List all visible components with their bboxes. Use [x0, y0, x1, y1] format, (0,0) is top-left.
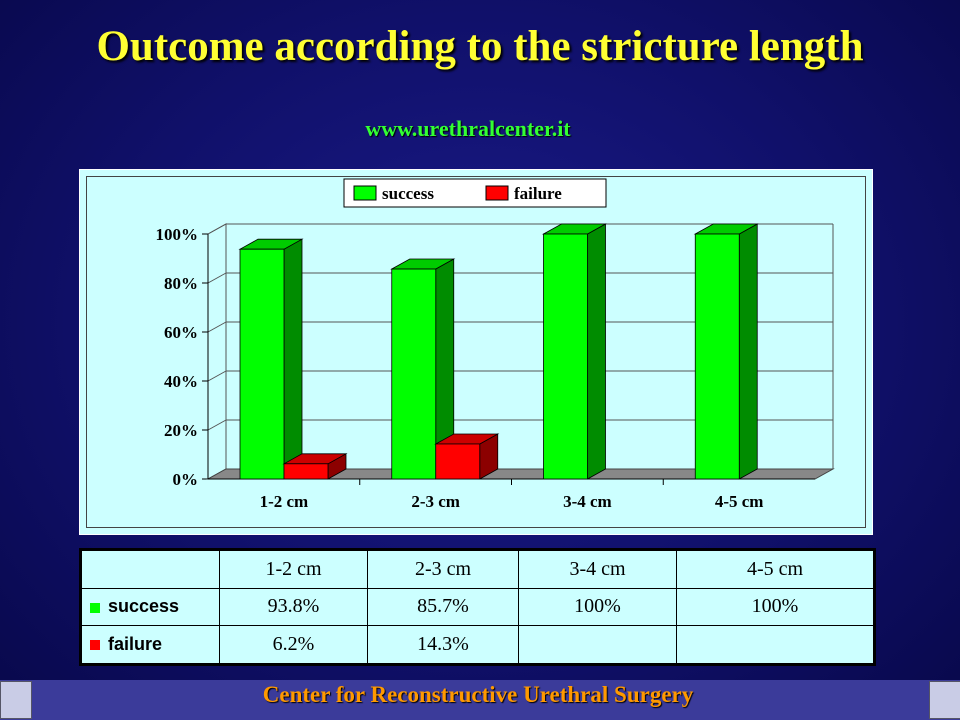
- bar-success: [694, 233, 740, 480]
- data-table: 1-2 cm 2-3 cm 3-4 cm 4-5 cm success 93.8…: [79, 548, 876, 666]
- row-label-text: failure: [108, 634, 163, 655]
- x-tick-label: 2-3 cm: [411, 492, 460, 511]
- center-logo-icon: [929, 681, 960, 719]
- table-row: failure 6.2% 14.3%: [80, 625, 875, 665]
- x-tick-label: 1-2 cm: [260, 492, 309, 511]
- gridline-depth: [207, 321, 227, 333]
- table-header-row: 1-2 cm 2-3 cm 3-4 cm 4-5 cm: [80, 549, 875, 589]
- legend-label: success: [382, 184, 434, 203]
- bar-chart: 0% 20% 40% 60% 80% 100% 1-2 cm 2-3 cm 3-4 cm 4-5 …: [156, 178, 835, 511]
- chart-legend: [343, 178, 607, 208]
- gridline-depth: [207, 272, 227, 284]
- footer-bar: [0, 680, 960, 720]
- table-cell: 93.8%: [219, 587, 368, 627]
- legend-swatch-success: [353, 185, 377, 201]
- table-cell: 100%: [676, 587, 875, 627]
- table-cell: 85.7%: [367, 587, 519, 627]
- bar-success: [543, 233, 588, 480]
- row-label-success: success: [80, 587, 220, 627]
- legend-label: failure: [514, 184, 562, 203]
- table-header-cell: 4-5 cm: [676, 549, 875, 589]
- table-cell: 6.2%: [219, 625, 368, 665]
- x-tick-label: 3-4 cm: [563, 492, 612, 511]
- y-tick-label: 60%: [164, 323, 198, 342]
- x-tick-label: 4-5 cm: [715, 492, 764, 511]
- slide-title: Outcome according to the stricture lengt…: [96, 23, 864, 70]
- bar-success: [391, 268, 437, 480]
- table-cell: [676, 625, 875, 665]
- row-label-failure: failure: [80, 625, 220, 665]
- failure-swatch: [90, 640, 100, 651]
- success-swatch: [90, 602, 100, 613]
- y-tick-label: 80%: [164, 274, 198, 293]
- table-header-cell: 3-4 cm: [518, 549, 677, 589]
- table-row: success 93.8% 85.7% 100% 100%: [80, 587, 875, 627]
- bar-side-success: [587, 223, 606, 480]
- table-header-cell: [80, 549, 220, 589]
- bar-failure: [283, 463, 329, 480]
- table-cell: 100%: [518, 587, 677, 627]
- table-cell: 14.3%: [367, 625, 519, 665]
- bar-side-success: [283, 238, 303, 480]
- y-tick-label: 0%: [173, 470, 199, 489]
- gridline-depth: [207, 223, 227, 235]
- bar-side-success: [738, 223, 758, 480]
- website-url[interactable]: www.urethralcenter.it: [365, 116, 571, 141]
- y-tick-label: 40%: [164, 372, 198, 391]
- bar-failure: [435, 443, 481, 480]
- bar-success: [239, 248, 285, 480]
- y-tick-label: 20%: [164, 421, 198, 440]
- row-label-text: success: [108, 596, 180, 617]
- chart-side-wall: [207, 223, 227, 480]
- table-cell: [518, 625, 677, 665]
- footer-text: Center for Reconstructive Urethral Surge…: [262, 682, 694, 707]
- table-header-cell: 1-2 cm: [219, 549, 368, 589]
- y-tick-label: 100%: [156, 225, 199, 244]
- chart-plot-border: [86, 176, 866, 528]
- center-logo-icon: [0, 681, 32, 719]
- table-header-cell: 2-3 cm: [367, 549, 519, 589]
- gridline-depth: [207, 419, 227, 431]
- legend-swatch-failure: [485, 185, 509, 201]
- gridline-depth: [207, 370, 227, 382]
